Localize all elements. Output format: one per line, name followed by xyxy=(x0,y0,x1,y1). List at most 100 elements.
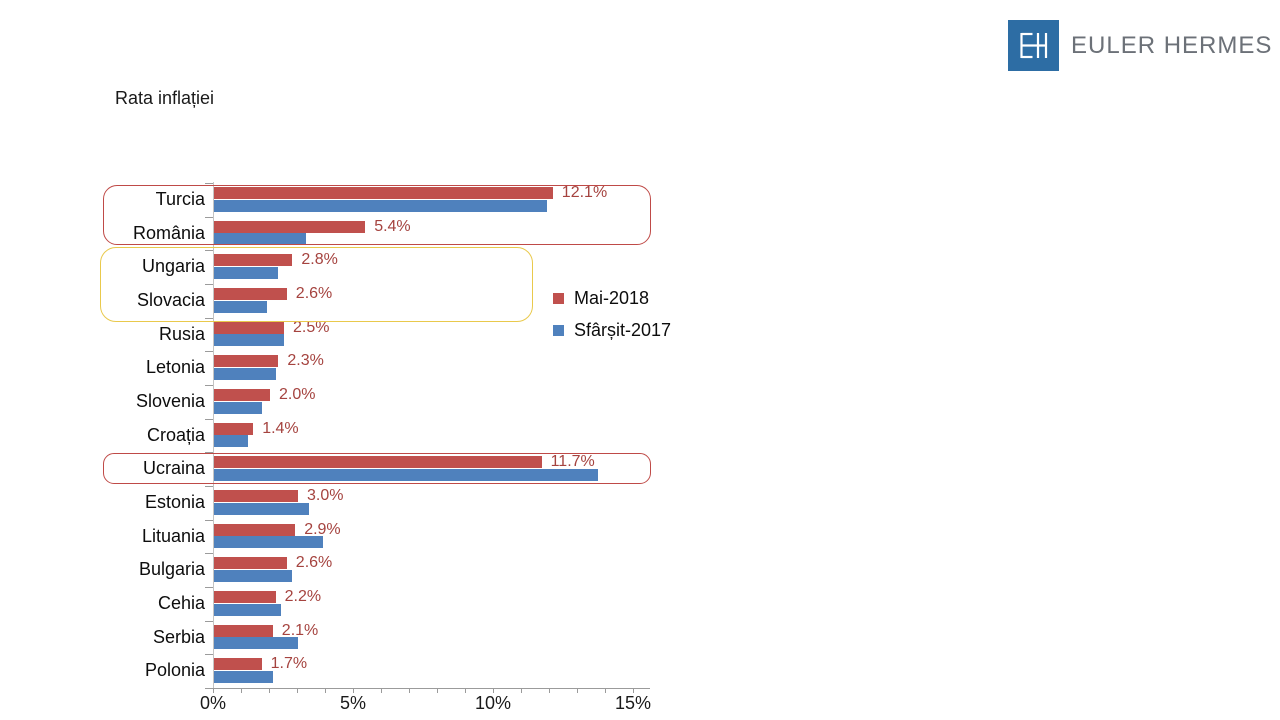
page-title: Rata inflației xyxy=(115,88,215,108)
category-label: Turcia xyxy=(155,189,205,209)
category-tick xyxy=(205,519,213,521)
bar-sfarsit-2017 xyxy=(214,637,298,650)
category-label: Letonia xyxy=(145,357,205,378)
legend-swatch-mai-2018-icon xyxy=(553,292,564,304)
value-axis-tick xyxy=(605,688,606,693)
category-label: Lituania xyxy=(141,525,205,546)
value-label: 12.1% xyxy=(561,184,608,201)
value-axis-tick xyxy=(633,688,634,693)
value-axis-tick xyxy=(409,688,410,693)
bar-mai-2018 xyxy=(214,389,270,401)
bar-sfarsit-2017 xyxy=(214,603,282,616)
category-label: Ucraina xyxy=(142,458,205,479)
bar-mai-2018 xyxy=(214,321,284,334)
category-label: Cehia xyxy=(157,593,205,613)
value-label: 2.2% xyxy=(284,588,322,605)
value-label: 2.1% xyxy=(281,621,319,639)
value-label: 5.4% xyxy=(374,217,411,235)
legend: Mai-2018 Sfârșit-2017 xyxy=(553,288,671,352)
bar-sfarsit-2017 xyxy=(214,536,324,549)
category-tick xyxy=(205,688,213,689)
value-label: 2.9% xyxy=(304,520,341,538)
value-axis-tick xyxy=(297,688,298,693)
category-tick xyxy=(205,317,213,319)
category-tick xyxy=(205,284,213,285)
value-axis-tick xyxy=(353,688,354,693)
legend-item-sfarsit-2017: Sfârșit-2017 xyxy=(553,320,671,340)
category-tick xyxy=(205,587,213,588)
category-label: Slovacia xyxy=(136,290,205,310)
euler-hermes-logo-icon xyxy=(1008,20,1059,71)
bar-sfarsit-2017 xyxy=(214,435,248,448)
bar-sfarsit-2017 xyxy=(214,401,262,414)
category-label: Rusia xyxy=(158,323,205,344)
category-tick xyxy=(205,452,213,454)
legend-label-sfarsit-2017: Sfârșit-2017 xyxy=(574,319,672,340)
category-tick xyxy=(205,620,213,622)
value-axis-tick xyxy=(381,688,382,693)
category-tick xyxy=(205,654,213,656)
bar-mai-2018 xyxy=(214,187,553,199)
bar-mai-2018 xyxy=(214,490,298,502)
bar-mai-2018 xyxy=(214,557,287,570)
value-axis-label: 15% xyxy=(614,693,652,713)
value-axis-tick xyxy=(213,688,214,693)
bar-sfarsit-2017 xyxy=(214,300,268,313)
category-axis xyxy=(213,182,214,688)
bar-sfarsit-2017 xyxy=(214,266,279,279)
bar-mai-2018 xyxy=(214,591,276,603)
category-tick xyxy=(205,418,213,420)
legend-label-mai-2018: Mai-2018 xyxy=(574,287,650,308)
bar-mai-2018 xyxy=(214,288,287,300)
value-axis-tick xyxy=(437,688,438,693)
value-axis-tick xyxy=(493,688,494,693)
bar-mai-2018 xyxy=(214,624,273,637)
brand-name: EULER HERMES xyxy=(1071,32,1273,59)
value-label: 2.6% xyxy=(295,285,333,302)
value-label: 1.4% xyxy=(262,419,299,437)
category-label: România xyxy=(132,222,205,243)
value-label: 11.7% xyxy=(550,453,595,471)
category-tick xyxy=(205,183,213,184)
bar-mai-2018 xyxy=(214,254,293,267)
value-label: 2.3% xyxy=(287,352,324,370)
value-axis-label: 10% xyxy=(474,693,512,713)
bar-mai-2018 xyxy=(214,355,279,368)
category-label: Bulgaria xyxy=(138,559,205,580)
category-tick xyxy=(205,216,213,218)
category-tick xyxy=(205,250,213,252)
bar-sfarsit-2017 xyxy=(214,468,598,481)
bar-mai-2018 xyxy=(214,220,366,233)
value-label: 3.0% xyxy=(307,487,344,504)
bar-sfarsit-2017 xyxy=(214,334,284,347)
category-label: Slovenia xyxy=(135,391,205,411)
value-axis-tick xyxy=(269,688,270,693)
category-tick xyxy=(205,385,213,386)
category-tick xyxy=(205,351,213,353)
value-label: 2.8% xyxy=(301,251,338,269)
bar-sfarsit-2017 xyxy=(214,502,310,515)
value-axis-tick xyxy=(521,688,522,693)
value-label: 2.0% xyxy=(279,386,316,403)
value-axis-label: 0% xyxy=(199,693,226,713)
bar-mai-2018 xyxy=(214,658,262,671)
legend-item-mai-2018: Mai-2018 xyxy=(553,288,671,308)
value-label: 2.5% xyxy=(293,318,330,336)
category-tick xyxy=(205,553,213,555)
value-axis-tick xyxy=(465,688,466,693)
category-label: Polonia xyxy=(144,660,205,681)
value-axis-tick xyxy=(241,688,242,693)
bar-sfarsit-2017 xyxy=(214,569,293,582)
value-label: 2.6% xyxy=(295,554,333,572)
category-label: Croația xyxy=(146,424,205,445)
value-axis-tick xyxy=(549,688,550,693)
value-label: 1.7% xyxy=(270,655,308,673)
bar-mai-2018 xyxy=(214,456,542,469)
bar-sfarsit-2017 xyxy=(214,199,548,212)
category-label: Serbia xyxy=(152,626,205,647)
value-axis xyxy=(205,688,650,689)
bar-mai-2018 xyxy=(214,523,296,536)
category-label: Ungaria xyxy=(141,256,205,277)
bar-sfarsit-2017 xyxy=(214,670,273,683)
